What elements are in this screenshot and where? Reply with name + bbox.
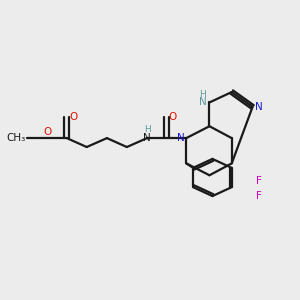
Text: F: F xyxy=(256,191,261,201)
Text: F: F xyxy=(256,176,261,186)
Text: N: N xyxy=(199,98,207,107)
Text: N: N xyxy=(255,102,263,112)
Text: O: O xyxy=(44,127,52,136)
Text: N: N xyxy=(177,133,185,143)
Text: H: H xyxy=(144,125,150,134)
Text: H: H xyxy=(200,90,206,99)
Text: N: N xyxy=(143,133,151,143)
Text: CH₃: CH₃ xyxy=(6,133,25,143)
Text: O: O xyxy=(169,112,177,122)
Text: O: O xyxy=(69,112,77,122)
